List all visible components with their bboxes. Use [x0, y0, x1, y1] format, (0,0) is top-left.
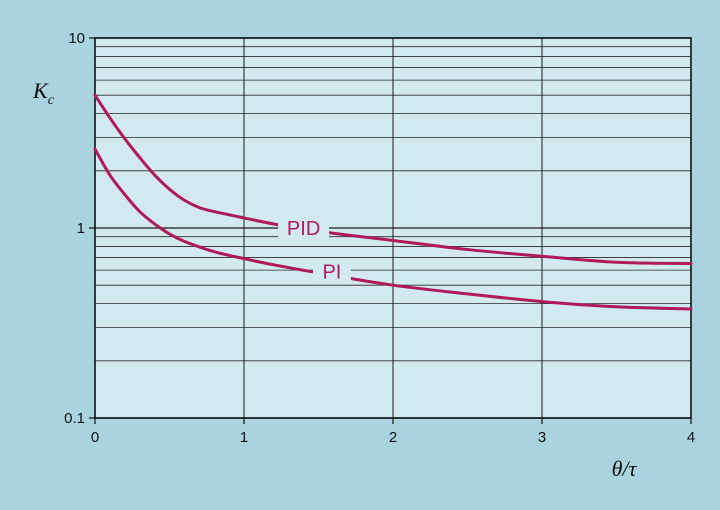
series-label-background — [312, 258, 351, 285]
y-tick-label: 1 — [77, 220, 85, 237]
series-label-pi: PI — [322, 262, 341, 284]
y-tick-label: 0.1 — [64, 410, 85, 427]
y-axis-label: Kc — [32, 78, 55, 108]
series-line-pi — [93, 147, 693, 311]
series-label-pid: PID — [287, 218, 320, 240]
x-tick-label: 0 — [91, 429, 99, 446]
x-tick-label: 4 — [687, 429, 695, 446]
y-axis-label-subscript: c — [48, 93, 55, 108]
x-tick-label: 2 — [389, 429, 397, 446]
x-tick-label: 3 — [538, 429, 546, 446]
grid-lines — [94, 37, 692, 419]
series-lines — [93, 93, 693, 311]
series-line-pid — [93, 93, 693, 266]
series-label-background — [278, 215, 330, 241]
y-tick-label: 10 — [68, 30, 85, 47]
x-tick-label: 1 — [240, 429, 248, 446]
x-axis-label: θ/τ — [612, 456, 638, 481]
axes: 0 1 2 3 4 0.1 1 10 — [64, 30, 695, 446]
